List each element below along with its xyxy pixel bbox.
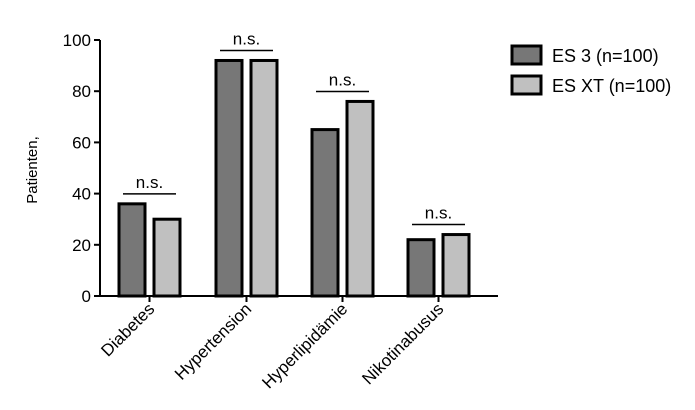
- significance-label: n.s.: [136, 173, 163, 192]
- bar-esxt: [152, 217, 182, 298]
- y-tick-label: 100: [63, 31, 91, 50]
- bar-es3: [117, 202, 147, 298]
- y-tick-label: 0: [82, 287, 91, 306]
- y-tick-label: 60: [72, 133, 91, 152]
- y-tick-label: 40: [72, 185, 91, 204]
- y-tick-label: 80: [72, 82, 91, 101]
- x-tick-label: Hypertension: [171, 299, 255, 383]
- significance-annotations: n.s. n.s. n.s. n.s.: [123, 29, 465, 226]
- significance-label: n.s.: [233, 29, 260, 48]
- x-tick-label: Hyperlipidämie: [258, 299, 351, 392]
- bar-es3: [406, 238, 436, 298]
- bar-es3: [310, 128, 340, 298]
- bars: [117, 58, 471, 298]
- bar-esxt: [345, 99, 375, 298]
- significance-label: n.s.: [425, 204, 452, 223]
- x-tick-label: Diabetes: [97, 299, 158, 360]
- bar-esxt: [249, 58, 279, 298]
- legend-label: ES 3 (n=100): [552, 46, 659, 66]
- bar-esxt: [441, 233, 471, 298]
- legend-swatch: [510, 44, 543, 66]
- legend: ES 3 (n=100) ES XT (n=100): [510, 44, 671, 96]
- x-tick-labels: Diabetes Hypertension Hyperlipidämie Nikoti…: [97, 299, 447, 392]
- bar-es3: [214, 58, 244, 298]
- y-tick-label: 20: [72, 236, 91, 255]
- y-axis-label: Patienten,: [24, 136, 41, 204]
- legend-label: ES XT (n=100): [552, 76, 671, 96]
- significance-label: n.s.: [329, 70, 356, 89]
- x-tick-label: Nikotinabusus: [358, 299, 447, 388]
- legend-swatch: [510, 74, 543, 96]
